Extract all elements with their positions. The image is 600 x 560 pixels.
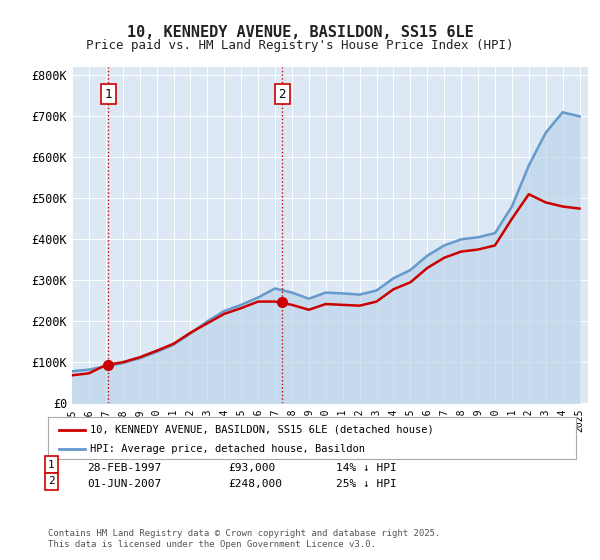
Text: HPI: Average price, detached house, Basildon: HPI: Average price, detached house, Basi…	[90, 444, 365, 454]
Text: £93,000: £93,000	[228, 463, 275, 473]
Text: 25% ↓ HPI: 25% ↓ HPI	[336, 479, 397, 489]
Text: 28-FEB-1997: 28-FEB-1997	[87, 463, 161, 473]
Text: Price paid vs. HM Land Registry's House Price Index (HPI): Price paid vs. HM Land Registry's House …	[86, 39, 514, 52]
Text: 10, KENNEDY AVENUE, BASILDON, SS15 6LE: 10, KENNEDY AVENUE, BASILDON, SS15 6LE	[127, 25, 473, 40]
Text: 2: 2	[278, 87, 286, 101]
Text: 1: 1	[48, 460, 55, 470]
Text: £248,000: £248,000	[228, 479, 282, 489]
Text: Contains HM Land Registry data © Crown copyright and database right 2025.
This d: Contains HM Land Registry data © Crown c…	[48, 529, 440, 549]
Text: 01-JUN-2007: 01-JUN-2007	[87, 479, 161, 489]
Text: 2: 2	[48, 477, 55, 487]
Text: 10, KENNEDY AVENUE, BASILDON, SS15 6LE (detached house): 10, KENNEDY AVENUE, BASILDON, SS15 6LE (…	[90, 425, 434, 435]
Text: 14% ↓ HPI: 14% ↓ HPI	[336, 463, 397, 473]
Text: 1: 1	[104, 87, 112, 101]
